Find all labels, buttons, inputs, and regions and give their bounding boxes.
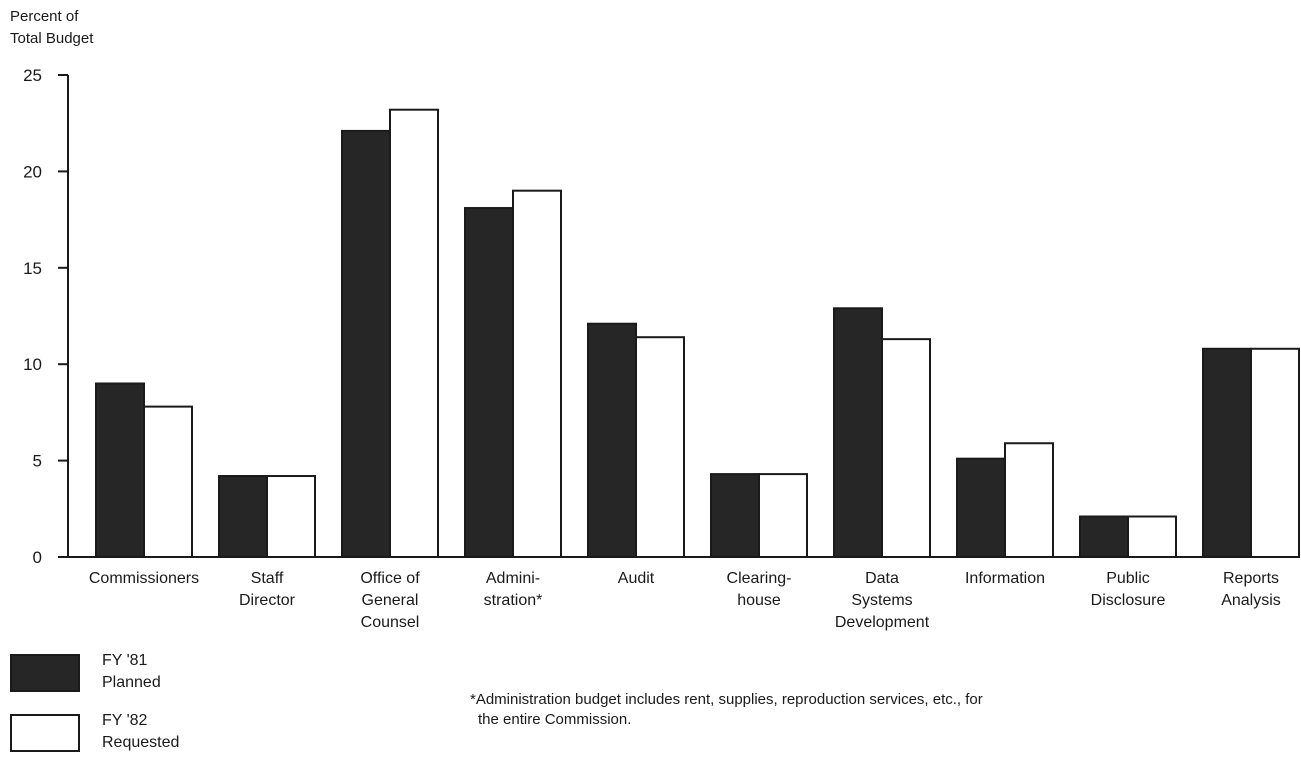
x-category-label: Counsel [361,614,420,631]
x-category-label: Public [1106,570,1150,587]
y-tick-label: 10 [23,355,42,374]
bar-fy81 [464,207,514,558]
bar-fy81 [587,322,637,558]
x-category-label: Office of [360,570,420,587]
legend-label: FY '82 Requested [102,710,179,754]
legend-label-line: Requested [102,734,180,751]
y-axis-label-line: Total Budget [10,30,94,47]
legend-item-fy82: FY '82 Requested [10,710,179,754]
x-category-label: Director [239,592,296,609]
x-category-label: Disclosure [1091,592,1166,609]
footnote-line: *Administration budget includes rent, su… [470,691,983,708]
x-category-label: Audit [618,570,655,587]
legend-label-line: Planned [102,674,161,691]
x-category-label: stration* [484,592,543,609]
bar-fy81 [710,473,760,559]
y-tick-label: 20 [23,162,42,181]
bar-fy81 [833,307,883,558]
legend-swatch-planned [10,654,80,692]
legend-item-fy81: FY '81 Planned [10,650,161,694]
x-category-label: Commissioners [89,570,199,587]
x-category-label: Admini- [486,570,540,587]
x-category-label: Analysis [1221,592,1281,609]
bar-fy82 [1004,442,1054,558]
legend-label: FY '81 Planned [102,650,161,694]
x-category-label: Staff [251,570,284,587]
x-category-label: Clearing- [727,570,792,587]
bar-fy81 [341,129,391,559]
bar-fy82 [635,336,685,559]
bar-fy82 [1250,347,1300,558]
bar-fy82 [143,405,193,558]
bar-fy82 [389,108,439,558]
legend-label-line: FY '82 [102,712,148,729]
y-tick-label: 15 [23,259,42,278]
x-category-label: house [737,592,781,609]
bar-fy82 [1127,515,1177,559]
bar-fy81 [956,457,1006,558]
bar-fy82 [266,475,316,558]
bar-fy81 [218,475,268,558]
y-axis-label-line: Percent of [10,8,79,25]
y-tick-label: 25 [23,66,42,85]
bar-fy81 [95,382,145,559]
footnote: *Administration budget includes rent, su… [470,690,1270,730]
x-category-label: General [362,592,419,609]
x-category-label: Systems [851,592,912,609]
bar-fy81 [1202,347,1252,558]
bar-fy82 [512,189,562,558]
x-category-label: Data [865,570,899,587]
bar-fy82 [758,473,808,559]
y-tick-label: 0 [33,548,42,567]
legend-swatch-requested [10,714,80,752]
x-category-label: Development [835,614,930,631]
bar-fy81 [1079,515,1129,559]
y-tick-label: 5 [33,452,42,471]
bar-fy82 [881,338,931,558]
legend-label-line: FY '81 [102,652,148,669]
x-category-label: Information [965,570,1045,587]
footnote-line: the entire Commission. [478,711,632,728]
y-axis-label: Percent of Total Budget [10,6,93,50]
plot-area: 0 5 10 15 20 25 Commissioners Staff Director Offi… [23,66,1300,631]
x-category-label: Reports [1223,570,1279,587]
